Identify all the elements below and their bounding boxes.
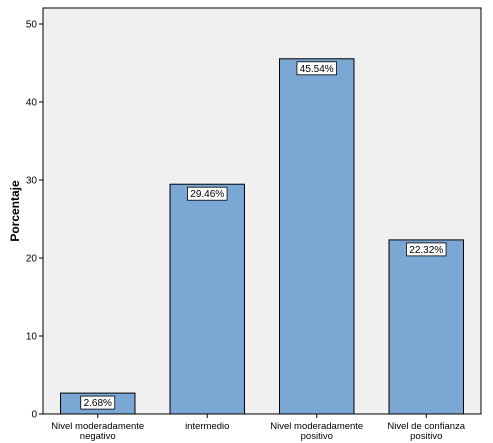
data-label-box	[406, 242, 447, 257]
y-tick-label: 30	[26, 176, 38, 187]
data-label: 45.54%	[300, 64, 334, 75]
bar	[169, 183, 245, 415]
y-tick-label: 20	[26, 254, 38, 265]
x-tick-label: Nivel moderadamente positivo	[270, 421, 363, 442]
y-axis: 0 10 20 30 40 50	[26, 20, 43, 421]
bar	[279, 58, 355, 415]
y-axis-label: Porcentaje	[8, 180, 22, 242]
y-tick-label: 40	[26, 98, 38, 109]
y-tick-label: 10	[26, 332, 38, 343]
x-tick-label: Nivel de confianza positivo	[387, 421, 465, 442]
data-label: 2.68%	[84, 398, 112, 409]
bar	[388, 239, 464, 415]
x-axis: Nivel moderadamente negativo intermedio Niv…	[51, 414, 466, 442]
x-tick-label: Nivel moderadamente negativo	[51, 421, 144, 442]
data-label-box	[187, 186, 228, 201]
data-label: 29.46%	[190, 189, 224, 200]
data-label-box	[296, 61, 337, 76]
y-tick-label: 0	[31, 410, 37, 421]
data-label-box	[80, 395, 116, 410]
x-tick-label: intermedio	[185, 421, 229, 432]
y-tick-label: 50	[26, 20, 38, 31]
bars: 2.68% 29.46% 45.54% 22.32%	[60, 58, 464, 415]
data-label: 22.32%	[409, 245, 443, 256]
